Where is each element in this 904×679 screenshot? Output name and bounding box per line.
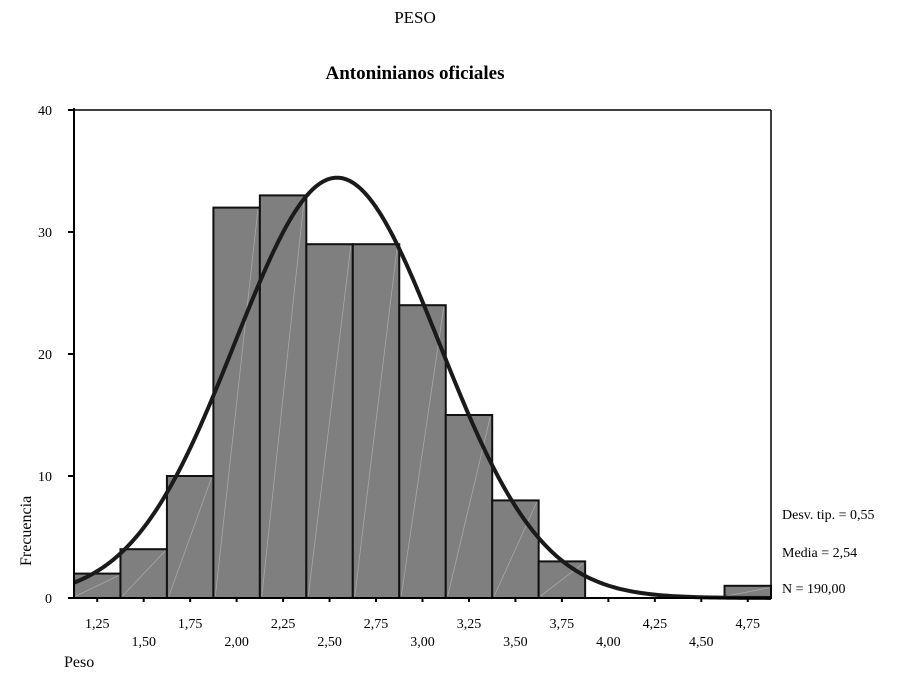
bars-layer: [73, 194, 772, 600]
x-tick-label: 3,00: [410, 635, 435, 650]
bar-shading-line: [215, 209, 259, 597]
x-tick-label: 2,00: [224, 635, 249, 650]
bar-shading-line: [122, 550, 166, 597]
bar-shading-line: [400, 307, 445, 597]
stat-mean: Media = 2,54: [782, 546, 858, 561]
x-axis-label: Peso: [64, 654, 95, 671]
y-tick-label: 40: [38, 104, 52, 119]
x-tick-label: 3,75: [550, 617, 575, 632]
stat-n: N = 190,00: [782, 582, 846, 597]
stat-sd: Desv. tip. = 0,55: [782, 508, 875, 523]
normal-curve: [73, 175, 772, 600]
x-tick-label: 1,75: [178, 617, 203, 632]
y-tick-label: 20: [38, 348, 52, 363]
x-tick-label: 4,25: [643, 617, 668, 632]
y-tick-label: 10: [38, 470, 52, 485]
curve-layer: [73, 175, 772, 600]
y-tick-label: 30: [38, 226, 52, 241]
page-title: PESO: [394, 8, 436, 27]
bar-shading-line: [354, 246, 398, 597]
bar-shading-line: [75, 575, 119, 597]
x-tick-label: 3,50: [503, 635, 528, 650]
x-tick-label: 4,00: [596, 635, 621, 650]
x-tick-label: 2,75: [364, 617, 389, 632]
bar-shading-line: [168, 477, 212, 597]
y-axis-label: Frecuencia: [18, 495, 35, 566]
bar-shading-line: [261, 197, 305, 597]
x-tick-label: 1,25: [85, 617, 110, 632]
bar-shading-line: [726, 587, 770, 597]
x-tick-label: 2,50: [317, 635, 342, 650]
bar-shading-line: [307, 246, 352, 597]
x-tick-label: 4,75: [736, 617, 761, 632]
ticks-layer: 0 10 20 30 40 1,25 1,50 1,75 2,00 2,25 2,50 2,75 3,0…: [38, 104, 760, 650]
x-tick-label: 2,25: [271, 617, 296, 632]
bar-shading-line: [493, 502, 538, 597]
x-tick-label: 1,50: [131, 635, 156, 650]
y-tick-label: 0: [45, 592, 52, 607]
chart-title: Antoninianos oficiales: [325, 63, 505, 84]
x-tick-label: 4,50: [689, 635, 714, 650]
x-tick-label: 3,25: [457, 617, 482, 632]
